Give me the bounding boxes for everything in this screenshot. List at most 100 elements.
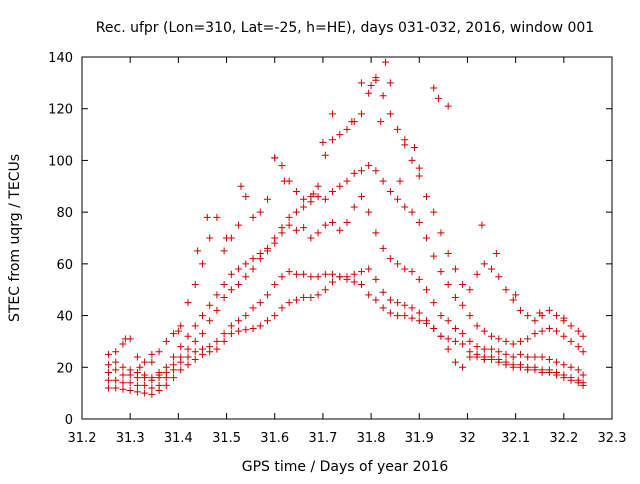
- data-point: [191, 337, 199, 345]
- data-point: [278, 273, 286, 281]
- data-point: [466, 337, 474, 345]
- data-point: [545, 356, 553, 364]
- data-point: [220, 281, 228, 289]
- data-point: [112, 376, 120, 384]
- data-point: [292, 187, 300, 195]
- y-tick-label: 120: [48, 103, 73, 118]
- data-point: [372, 229, 380, 237]
- data-point: [415, 172, 423, 180]
- data-point: [280, 177, 288, 185]
- data-point: [524, 335, 532, 343]
- data-point: [394, 299, 402, 307]
- plot-frame: [81, 56, 613, 420]
- data-point: [379, 177, 387, 185]
- data-point: [379, 288, 387, 296]
- data-point: [423, 317, 430, 325]
- data-point: [242, 273, 250, 281]
- data-point: [119, 363, 127, 371]
- data-point: [206, 343, 214, 351]
- data-point: [377, 118, 385, 126]
- data-point: [112, 384, 120, 392]
- data-point: [329, 187, 337, 195]
- data-point: [119, 340, 127, 348]
- data-point: [184, 361, 192, 369]
- data-point: [141, 371, 149, 379]
- data-point: [509, 296, 517, 304]
- data-point: [495, 348, 503, 356]
- data-point: [213, 337, 221, 345]
- data-point: [249, 265, 257, 273]
- data-point: [372, 296, 380, 304]
- data-point: [206, 301, 214, 309]
- data-point: [321, 195, 329, 203]
- data-point: [177, 343, 185, 351]
- data-point: [408, 208, 416, 216]
- data-point: [321, 270, 329, 278]
- data-point: [516, 337, 524, 345]
- data-point: [220, 330, 228, 338]
- data-point: [567, 374, 575, 382]
- data-point: [198, 312, 206, 320]
- axis-ticks: 31.2 31.3 31.4 31.5 31.6 31.7 31.8 31.9 32 32.1 32…: [48, 51, 626, 446]
- data-point: [292, 208, 300, 216]
- data-point: [194, 247, 202, 255]
- y-tick-label: 40: [56, 310, 73, 325]
- data-point: [319, 138, 327, 146]
- data-point: [509, 340, 517, 348]
- data-point: [170, 353, 178, 361]
- data-point: [177, 353, 185, 361]
- x-tick-label: 31.6: [260, 431, 289, 446]
- data-point: [336, 273, 344, 281]
- data-point: [285, 221, 293, 229]
- data-point: [307, 293, 315, 301]
- data-point: [437, 229, 445, 237]
- data-point: [531, 353, 539, 361]
- data-point: [480, 260, 488, 268]
- data-point: [321, 286, 329, 294]
- data-point: [495, 273, 503, 281]
- data-point: [394, 260, 402, 268]
- x-tick-label: 31.9: [405, 431, 434, 446]
- data-points: [105, 58, 587, 398]
- data-point: [516, 361, 524, 369]
- data-point: [574, 366, 582, 374]
- data-point: [451, 325, 459, 332]
- data-point: [126, 366, 134, 374]
- data-point: [473, 350, 481, 358]
- data-point: [329, 278, 337, 286]
- data-point: [307, 273, 315, 281]
- data-point: [365, 162, 373, 170]
- data-point: [242, 260, 250, 268]
- data-point: [300, 203, 308, 211]
- data-point: [256, 208, 264, 216]
- data-point: [401, 312, 409, 320]
- y-tick-label: 140: [48, 51, 73, 66]
- data-point: [386, 187, 394, 195]
- data-point: [264, 244, 271, 252]
- data-point: [119, 379, 127, 387]
- data-point: [560, 371, 568, 379]
- data-point: [473, 322, 481, 330]
- data-point: [560, 314, 568, 322]
- data-point: [386, 110, 394, 118]
- data-point: [314, 229, 322, 237]
- data-point: [509, 353, 517, 361]
- data-point: [350, 270, 358, 278]
- data-point: [148, 374, 156, 382]
- x-tick-label: 31.3: [116, 431, 145, 446]
- data-point: [480, 327, 488, 335]
- data-point: [394, 312, 402, 320]
- data-point: [242, 312, 250, 320]
- data-point: [148, 358, 156, 366]
- data-point: [162, 337, 170, 345]
- data-point: [567, 363, 575, 371]
- data-point: [314, 193, 322, 201]
- data-point: [206, 317, 214, 325]
- data-point: [256, 299, 264, 307]
- data-point: [538, 353, 546, 361]
- data-point: [184, 353, 192, 361]
- data-point: [435, 94, 443, 102]
- data-point: [415, 275, 423, 283]
